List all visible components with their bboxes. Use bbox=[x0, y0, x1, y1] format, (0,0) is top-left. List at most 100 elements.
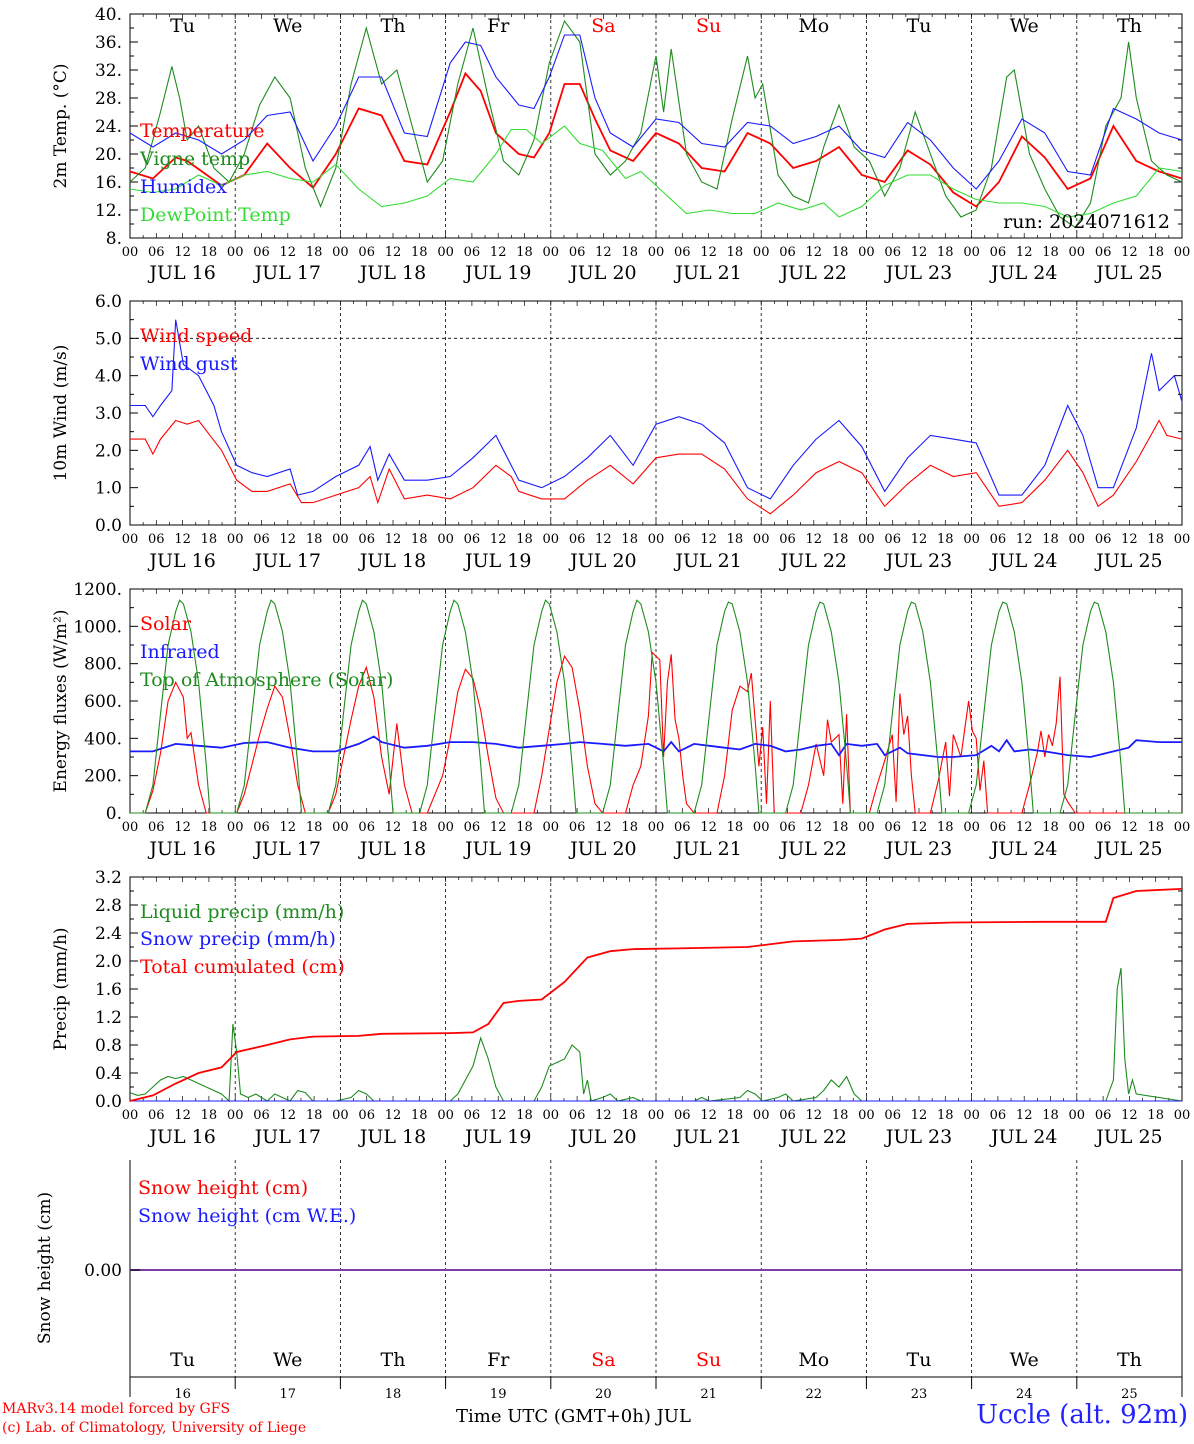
hour-label: 00 bbox=[122, 245, 139, 260]
hour-label: 06 bbox=[569, 532, 586, 547]
legend-entry: Total cumulated (cm) bbox=[140, 956, 345, 978]
day-number: 22 bbox=[806, 1387, 823, 1402]
day-name: We bbox=[1010, 1349, 1039, 1371]
series-line-humidex bbox=[129, 34, 1183, 190]
date-label: JUL 23 bbox=[884, 838, 952, 860]
date-label: JUL 21 bbox=[673, 838, 741, 860]
hour-label: 12 bbox=[911, 532, 928, 547]
series-line-vigne-temp bbox=[129, 19, 1183, 229]
hour-label: 12 bbox=[174, 245, 191, 260]
hour-label: 18 bbox=[832, 820, 849, 835]
y-axis-label: 2m Temp. (°C) bbox=[51, 63, 71, 188]
hour-label: 18 bbox=[306, 245, 323, 260]
hour-label: 18 bbox=[516, 820, 533, 835]
hour-label: 12 bbox=[1121, 820, 1138, 835]
date-label: JUL 22 bbox=[779, 262, 847, 284]
hour-label: 06 bbox=[358, 245, 375, 260]
hour-label: 00 bbox=[437, 245, 454, 260]
y-tick-label: 0.00 bbox=[84, 1261, 122, 1281]
hour-label: 18 bbox=[1042, 245, 1059, 260]
hour-label: 12 bbox=[806, 820, 823, 835]
hour-label: 12 bbox=[700, 1108, 717, 1123]
day-name: We bbox=[273, 15, 302, 37]
hour-label: 06 bbox=[1095, 1108, 1112, 1123]
hour-label: 00 bbox=[1174, 532, 1191, 547]
series-line-liquid-precip-mm-h- bbox=[129, 967, 1183, 1103]
date-label: JUL 25 bbox=[1094, 1126, 1162, 1148]
hour-label: 00 bbox=[858, 245, 875, 260]
hour-label: 12 bbox=[174, 1108, 191, 1123]
hour-label: 18 bbox=[516, 532, 533, 547]
date-label: JUL 21 bbox=[673, 262, 741, 284]
date-label: JUL 20 bbox=[568, 1126, 636, 1148]
hour-label: 06 bbox=[884, 245, 901, 260]
hour-label: 18 bbox=[1147, 532, 1164, 547]
date-label: JUL 22 bbox=[779, 550, 847, 572]
hour-label: 18 bbox=[1042, 1108, 1059, 1123]
date-label: JUL 16 bbox=[147, 838, 215, 860]
hour-label: 12 bbox=[490, 532, 507, 547]
y-tick-label: 8. bbox=[106, 229, 122, 249]
day-number: 19 bbox=[490, 1387, 507, 1402]
date-label: JUL 18 bbox=[358, 1126, 426, 1148]
hour-label: 00 bbox=[437, 1108, 454, 1123]
day-name: We bbox=[1010, 15, 1039, 37]
hour-label: 06 bbox=[779, 245, 796, 260]
legend-entry: Vigne temp bbox=[139, 148, 250, 170]
hour-label: 06 bbox=[990, 820, 1007, 835]
legend-entry: Snow height (cm W.E.) bbox=[138, 1205, 356, 1227]
hour-label: 06 bbox=[779, 1108, 796, 1123]
hour-label: 00 bbox=[963, 532, 980, 547]
lab-credit: (c) Lab. of Climatology, University of L… bbox=[2, 1420, 307, 1436]
hour-label: 18 bbox=[516, 245, 533, 260]
model-credit: MARv3.14 model forced by GFS bbox=[2, 1401, 231, 1417]
date-label: JUL 24 bbox=[989, 838, 1057, 860]
hour-label: 18 bbox=[832, 1108, 849, 1123]
hour-label: 18 bbox=[937, 245, 954, 260]
date-label: JUL 22 bbox=[779, 838, 847, 860]
hour-label: 12 bbox=[1016, 1108, 1033, 1123]
hour-label: 06 bbox=[253, 245, 270, 260]
hour-label: 00 bbox=[753, 532, 770, 547]
hour-label: 12 bbox=[911, 820, 928, 835]
y-tick-label: 2.0 bbox=[95, 952, 122, 972]
hour-label: 00 bbox=[648, 532, 665, 547]
hour-label: 12 bbox=[385, 820, 402, 835]
day-number: 20 bbox=[595, 1387, 612, 1402]
series-line-wind-speed bbox=[130, 419, 1183, 515]
date-label: JUL 17 bbox=[253, 1126, 321, 1148]
y-tick-label: 2.4 bbox=[95, 924, 122, 944]
legend-entry: Snow height (cm) bbox=[138, 1177, 308, 1199]
hour-label: 12 bbox=[911, 1108, 928, 1123]
hour-label: 18 bbox=[411, 532, 428, 547]
panel-5-frame bbox=[129, 1160, 1183, 1397]
day-name: Tu bbox=[170, 15, 195, 37]
hour-label: 18 bbox=[1042, 820, 1059, 835]
hour-label: 12 bbox=[280, 820, 297, 835]
hour-label: 06 bbox=[1095, 820, 1112, 835]
y-tick-label: 0.0 bbox=[95, 516, 122, 536]
y-axis-label: Precip (mm/h) bbox=[51, 927, 71, 1050]
day-name: Fr bbox=[487, 1349, 510, 1371]
hour-label: 06 bbox=[1095, 245, 1112, 260]
y-tick-label: 2.0 bbox=[95, 441, 122, 461]
hour-label: 00 bbox=[963, 245, 980, 260]
hour-label: 06 bbox=[148, 532, 165, 547]
hour-label: 06 bbox=[884, 532, 901, 547]
hour-label: 18 bbox=[1147, 820, 1164, 835]
hour-label: 12 bbox=[595, 532, 612, 547]
hour-label: 18 bbox=[201, 820, 218, 835]
legend-entry: Snow precip (mm/h) bbox=[140, 928, 336, 950]
hour-label: 00 bbox=[1069, 1108, 1086, 1123]
legend-entry: Temperature bbox=[140, 120, 264, 142]
y-tick-label: 5.0 bbox=[95, 329, 122, 349]
date-label: JUL 16 bbox=[147, 262, 215, 284]
y-tick-label: 400. bbox=[84, 729, 122, 749]
date-label: JUL 24 bbox=[989, 550, 1057, 572]
hour-label: 18 bbox=[1147, 245, 1164, 260]
hour-label: 00 bbox=[332, 245, 349, 260]
hour-label: 12 bbox=[490, 245, 507, 260]
series-line-total-cumulated-cm- bbox=[129, 888, 1183, 1102]
hour-label: 12 bbox=[1016, 532, 1033, 547]
hour-label: 00 bbox=[963, 1108, 980, 1123]
